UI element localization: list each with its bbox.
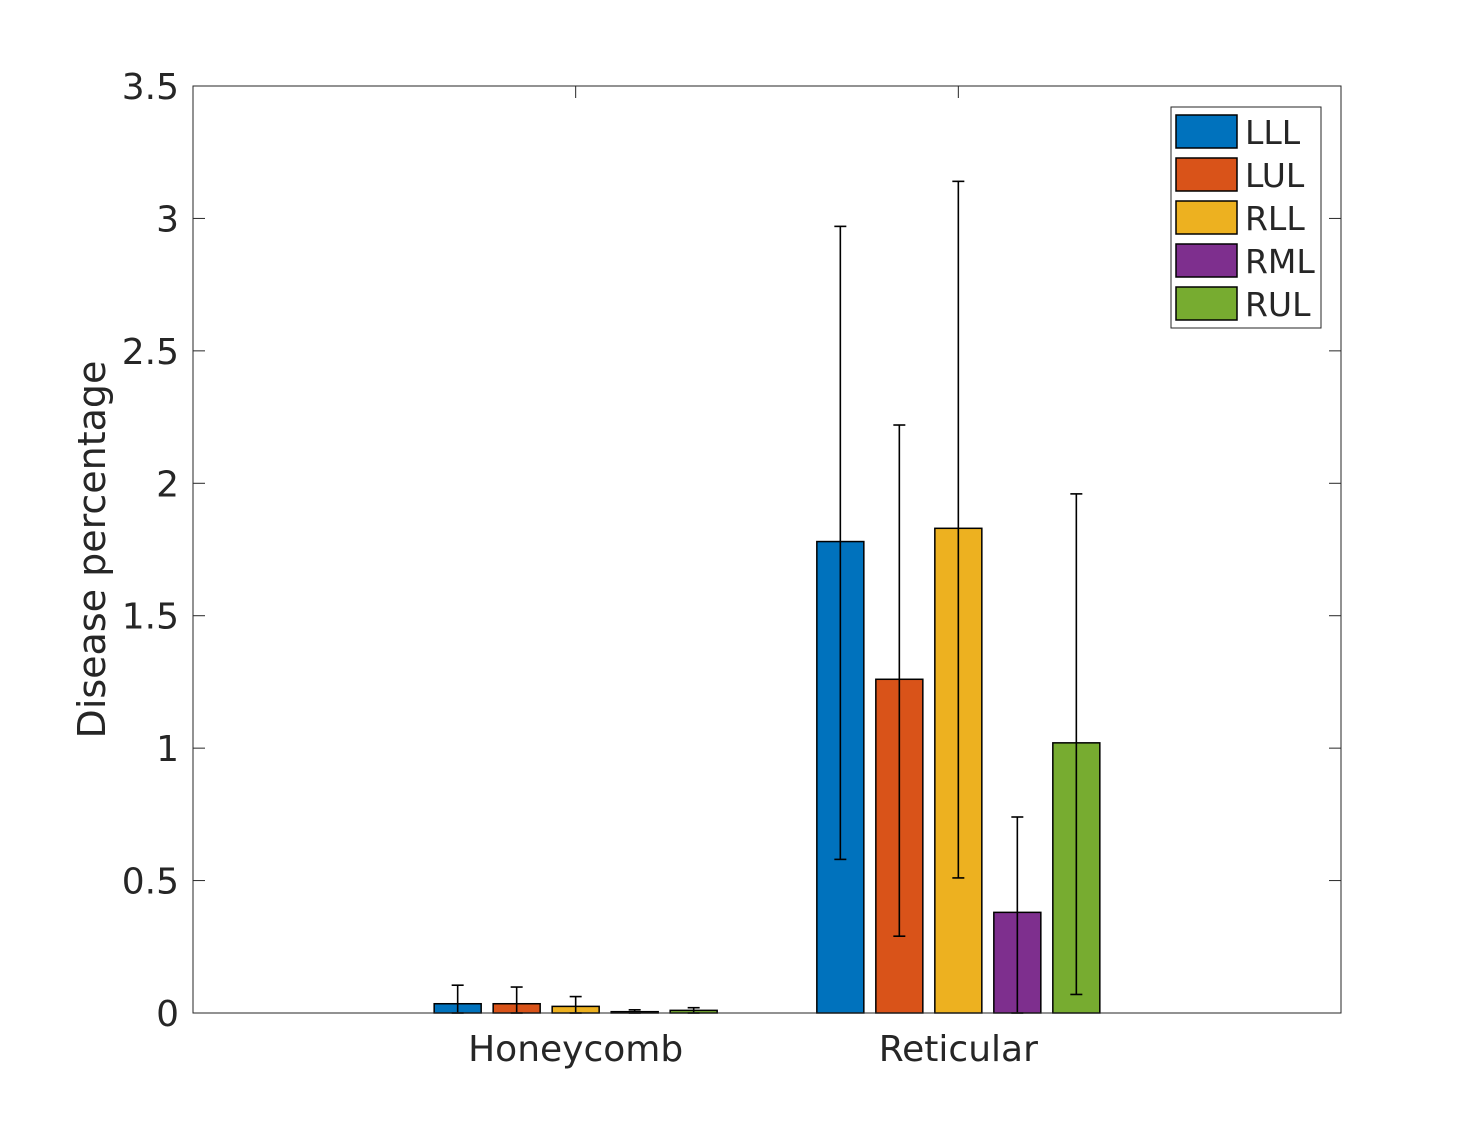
y-tick-label: 3.5 xyxy=(122,67,179,108)
legend-label-lll: LLL xyxy=(1245,113,1301,152)
x-tick-label: Reticular xyxy=(879,1029,1038,1070)
axes-layer: 0 0.5 1 1.5 2 2.5 3 3.5 Honeycomb Reticular xyxy=(122,67,1341,1070)
legend-swatch-rml xyxy=(1175,243,1238,278)
x-tick-label: Honeycomb xyxy=(468,1029,683,1070)
y-tick-label: 1 xyxy=(156,729,179,770)
bars-layer xyxy=(433,527,1101,1014)
legend: LLL LUL RLL RML RUL xyxy=(1170,106,1322,329)
legend-swatch-lll xyxy=(1175,114,1238,149)
legend-swatch-lul xyxy=(1175,157,1238,192)
y-tick-label: 2 xyxy=(156,464,179,505)
y-axis-label: Disease percentage xyxy=(70,361,114,739)
y-tick-label: 3 xyxy=(156,199,179,240)
y-tick-label: 1.5 xyxy=(122,597,179,638)
y-tick-label: 2.5 xyxy=(122,332,179,373)
legend-label-lul: LUL xyxy=(1245,156,1305,195)
legend-label-rml: RML xyxy=(1245,242,1315,281)
legend-swatch-rul xyxy=(1175,286,1238,321)
y-tick-label: 0 xyxy=(156,994,179,1035)
legend-label-rll: RLL xyxy=(1245,199,1305,238)
plot-frame-layer xyxy=(192,85,1342,1014)
error-bars-layer xyxy=(451,180,1083,1014)
legend-swatch-rll xyxy=(1175,200,1238,235)
plot-frame xyxy=(192,85,1342,1014)
y-tick-label: 0.5 xyxy=(122,862,179,903)
legend-label-rul: RUL xyxy=(1245,285,1311,324)
